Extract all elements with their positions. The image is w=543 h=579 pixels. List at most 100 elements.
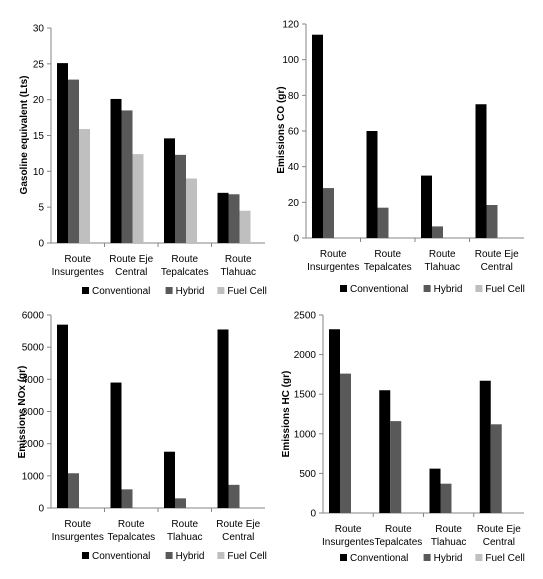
category-label: Route Eje	[477, 524, 521, 535]
legend-swatch	[217, 552, 225, 559]
y-axis-title: Gasoline equivalent (Lts)	[19, 76, 30, 195]
legend-label: Conventional	[350, 553, 408, 564]
y-tick-label: 25	[33, 59, 45, 70]
y-tick-label: 500	[299, 469, 316, 480]
legend-label: Conventional	[92, 551, 150, 562]
category-label: Route	[429, 249, 456, 260]
y-tick-label: 120	[282, 20, 299, 31]
y-tick-label: 30	[33, 24, 45, 35]
y-tick-label: 80	[288, 91, 300, 102]
legend-label: Fuel Cell	[485, 553, 524, 564]
bar-hybrid	[323, 188, 334, 238]
legend-swatch	[423, 285, 431, 292]
chart-0: 0 5 10 15 20 25 30 Gasoline equivalent (Lts) Rou…	[19, 24, 267, 298]
y-tick-label: 0	[38, 239, 44, 250]
bar-hybrid	[175, 498, 186, 508]
category-label: Route	[335, 524, 362, 535]
bar-conventional	[217, 329, 229, 508]
bar-conventional	[164, 451, 175, 508]
legend-label: Fuel Cell	[227, 551, 266, 562]
y-tick-label: 15	[33, 131, 45, 142]
category-label: Route	[320, 249, 347, 260]
y-tick-label: 5000	[22, 343, 45, 354]
legend-swatch	[82, 287, 89, 294]
category-label: Insurgentes	[52, 532, 104, 543]
legend-label: Fuel Cell	[485, 284, 524, 295]
bar-hybrid	[228, 194, 240, 243]
category-label: Route	[171, 519, 198, 530]
bar-hybrid	[440, 483, 452, 513]
bar-conventional	[366, 131, 378, 238]
bar-conventional	[57, 63, 68, 243]
category-label: Route	[64, 519, 91, 530]
bar-fuel-cell	[239, 210, 251, 243]
legend-swatch	[475, 554, 483, 561]
bar-hybrid	[432, 226, 443, 238]
bar-conventional	[57, 324, 68, 508]
category-label: Central	[115, 267, 147, 278]
category-label: Tlahuac	[424, 262, 460, 273]
category-label: Central	[481, 262, 513, 273]
chart-3: 0 500 1000 1500 2000 2500 Emissions HC (gr) Rou…	[281, 311, 525, 565]
bar-hybrid	[486, 205, 498, 238]
bar-hybrid	[121, 110, 133, 244]
bar-hybrid	[377, 207, 389, 238]
y-tick-label: 1000	[294, 429, 317, 440]
legend-swatch	[82, 552, 89, 559]
y-tick-label: 100	[282, 55, 299, 66]
y-tick-label: 0	[310, 509, 316, 520]
bar-hybrid	[340, 373, 351, 513]
y-tick-label: 20	[288, 198, 300, 209]
y-axis-title: Emissions CO (gr)	[276, 86, 287, 173]
chart-1: 0 20 40 60 80 100 120 Emissions CO (gr) Route Ins…	[276, 20, 525, 296]
legend-swatch	[165, 552, 173, 559]
category-label: Route	[64, 254, 91, 265]
legend-label: Fuel Cell	[227, 286, 266, 297]
category-label: Insurgentes	[52, 267, 104, 278]
legend-swatch	[165, 287, 173, 294]
bar-conventional	[217, 192, 229, 243]
category-label: Central	[483, 537, 515, 548]
y-tick-label: 5	[38, 203, 44, 214]
y-tick-label: 2000	[294, 350, 317, 361]
category-label: Tlahuac	[167, 532, 203, 543]
legend-swatch	[340, 285, 347, 292]
category-label: Route Eje	[109, 254, 153, 265]
y-tick-label: 2500	[294, 311, 317, 322]
y-tick-label: 2000	[22, 439, 45, 450]
bar-hybrid	[390, 421, 402, 513]
bar-fuel-cell	[132, 154, 144, 243]
category-label: Tlahuac	[431, 537, 467, 548]
y-tick-label: 40	[288, 162, 300, 173]
legend-label: Hybrid	[176, 551, 205, 562]
y-tick-label: 20	[33, 95, 45, 106]
bar-hybrid	[490, 424, 502, 513]
y-tick-label: 1500	[294, 390, 317, 401]
legend-label: Conventional	[92, 286, 150, 297]
category-label: Route	[435, 524, 462, 535]
category-label: Route	[385, 524, 412, 535]
y-axis-title: Emissions NOx (gr)	[17, 366, 28, 459]
legend-label: Conventional	[350, 284, 408, 295]
bar-conventional	[429, 468, 441, 513]
category-label: Route Eje	[216, 519, 260, 530]
bar-conventional	[110, 98, 122, 243]
bar-hybrid	[121, 489, 133, 508]
category-label: Insurgentes	[307, 262, 359, 273]
y-tick-label: 6000	[22, 311, 45, 322]
legend-label: Hybrid	[434, 284, 463, 295]
y-axis-title: Emissions HC (gr)	[281, 371, 292, 458]
category-label: Tepalcates	[374, 537, 422, 548]
bar-conventional	[475, 104, 487, 238]
legend-label: Hybrid	[176, 286, 205, 297]
category-label: Route	[225, 254, 252, 265]
y-tick-label: 60	[288, 127, 300, 138]
bar-conventional	[479, 380, 491, 513]
category-label: Tepalcates	[107, 532, 155, 543]
category-label: Insurgentes	[322, 537, 374, 548]
category-label: Tepalcates	[161, 267, 209, 278]
category-label: Route	[374, 249, 401, 260]
legend-swatch	[340, 554, 347, 561]
legend-swatch	[217, 287, 225, 294]
bar-hybrid	[175, 154, 186, 243]
